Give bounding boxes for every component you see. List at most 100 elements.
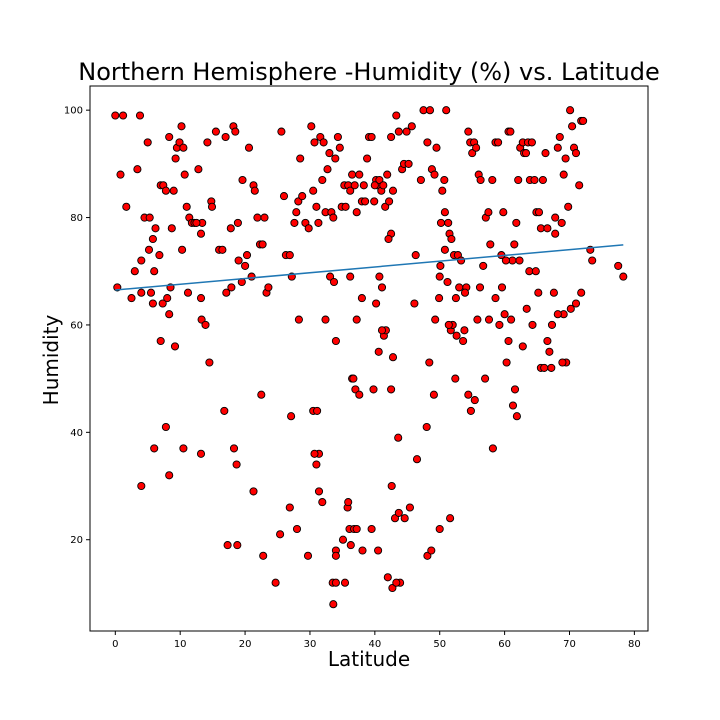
data-point-154	[402, 127, 411, 136]
data-point-1	[119, 111, 128, 120]
data-point-58	[260, 213, 269, 222]
data-point-342	[510, 385, 520, 394]
data-point-181	[294, 315, 303, 324]
data-point-293	[547, 363, 556, 372]
data-point-328	[466, 406, 475, 415]
data-point-8	[133, 165, 142, 174]
data-point-192	[310, 449, 319, 458]
data-point-4	[116, 170, 125, 179]
data-point-317	[619, 272, 628, 281]
data-point-295	[551, 229, 560, 238]
data-point-207	[422, 422, 431, 432]
data-point-199	[369, 385, 378, 394]
data-point-145	[381, 202, 390, 211]
data-point-2	[135, 111, 145, 120]
data-point-313	[566, 304, 575, 313]
y-tick-label-100: 100	[64, 106, 83, 117]
data-point-190	[285, 503, 294, 512]
data-point-276	[512, 218, 521, 227]
data-point-338	[501, 256, 510, 265]
data-point-122	[331, 154, 340, 163]
x-tick-label-80: 80	[628, 639, 641, 650]
data-point-349	[531, 267, 540, 276]
data-point-142	[375, 175, 384, 185]
data-point-324	[455, 283, 464, 292]
data-point-165	[326, 272, 335, 281]
data-point-201	[377, 326, 387, 335]
data-point-185	[312, 460, 321, 469]
data-point-40	[211, 127, 220, 136]
data-point-148	[387, 132, 396, 142]
data-point-123	[333, 132, 342, 142]
data-point-180	[287, 412, 296, 421]
data-point-243	[440, 175, 449, 185]
data-point-217	[367, 524, 376, 534]
data-point-168	[346, 272, 355, 281]
data-point-60	[264, 283, 273, 292]
data-point-95	[271, 578, 280, 587]
data-point-163	[430, 170, 439, 179]
data-point-24	[171, 154, 180, 163]
data-point-50	[242, 251, 252, 260]
data-point-21	[165, 132, 174, 142]
data-point-267	[494, 138, 503, 147]
data-point-76	[205, 358, 214, 367]
data-point-241	[436, 261, 445, 270]
data-point-173	[377, 283, 387, 292]
data-point-203	[388, 353, 398, 362]
data-point-355	[551, 213, 560, 222]
data-point-204	[394, 433, 403, 442]
data-point-239	[392, 578, 401, 587]
data-point-228	[331, 551, 340, 560]
data-point-316	[614, 261, 623, 270]
data-point-211	[435, 294, 444, 303]
data-point-343	[512, 412, 521, 421]
data-point-7	[130, 267, 139, 276]
data-point-73	[196, 294, 206, 303]
data-point-229	[340, 578, 350, 587]
data-point-320	[443, 277, 452, 287]
data-point-294	[549, 288, 558, 297]
data-point-175	[384, 234, 393, 244]
data-point-352	[540, 363, 549, 372]
data-point-210	[431, 315, 440, 324]
x-tick-label-0: 0	[112, 639, 118, 650]
data-point-247	[447, 234, 456, 244]
data-point-135	[359, 181, 368, 190]
data-point-139	[370, 197, 379, 206]
x-tick-label-30: 30	[304, 639, 317, 650]
data-point-188	[321, 315, 330, 324]
data-point-305	[571, 149, 581, 158]
data-point-105	[296, 154, 305, 163]
x-tick-label-40: 40	[368, 639, 381, 650]
data-point-6	[127, 294, 136, 303]
data-point-65	[158, 299, 167, 308]
data-point-285	[530, 175, 539, 185]
data-point-277	[514, 175, 523, 185]
data-point-354	[547, 320, 557, 329]
data-point-22	[167, 224, 176, 233]
data-point-16	[155, 251, 164, 260]
data-point-224	[400, 514, 409, 523]
data-point-287	[534, 208, 544, 217]
data-point-337	[497, 283, 507, 292]
data-point-57	[258, 240, 267, 249]
data-point-131	[350, 181, 359, 190]
data-point-72	[192, 218, 201, 227]
data-point-133	[355, 170, 364, 179]
data-point-222	[394, 508, 403, 517]
axis-ticks: 0 10 20 30 40 50 60 70 80 20 40 60 80 100	[64, 106, 641, 650]
data-point-91	[249, 487, 258, 496]
data-point-303	[568, 122, 577, 131]
data-point-35	[196, 229, 206, 238]
data-point-93	[233, 541, 242, 550]
data-point-70	[178, 245, 187, 254]
data-point-157	[411, 251, 420, 260]
data-point-0	[111, 111, 120, 120]
data-point-297	[555, 132, 564, 142]
data-point-284	[527, 138, 536, 147]
data-point-47	[233, 218, 242, 227]
data-point-89	[137, 481, 146, 491]
data-point-329	[470, 396, 479, 405]
data-point-330	[473, 315, 482, 324]
